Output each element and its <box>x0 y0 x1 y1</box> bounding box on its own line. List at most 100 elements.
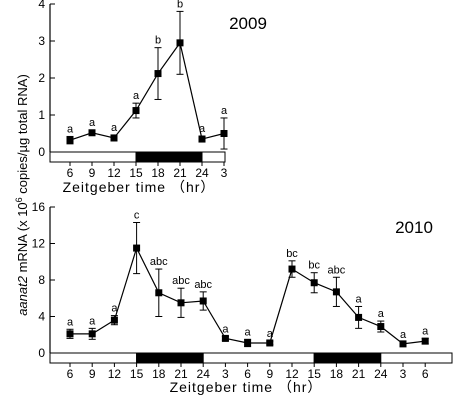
panel-2010-significance-label: a <box>245 326 252 338</box>
panel-2010-data-point <box>177 299 185 307</box>
panel-2009-x-tick-label: 18 <box>151 166 165 180</box>
panel-2010-data-point <box>310 279 318 287</box>
panel-2009-significance-label: b <box>177 0 183 10</box>
y-axis-label-mu: µ <box>15 145 30 153</box>
panel-2010-x-tick-label: 15 <box>130 367 144 381</box>
panel-2009-significance-label: a <box>89 117 96 129</box>
y-axis-label-exponent: 6 <box>14 197 24 202</box>
panel-2010-significance-label: a <box>89 315 96 327</box>
panel-2010-x-tick-label: 18 <box>152 367 166 381</box>
panel-2009-data-point <box>110 134 118 142</box>
panel-2010-data-point <box>66 330 74 338</box>
panel-2010-x-axis-title: Zeitgeber time （hr） <box>170 379 323 395</box>
panel-2010-data-point <box>244 339 252 347</box>
panel-2010-y-tick-label: 16 <box>32 200 46 214</box>
y-axis-label-text: mRNA (x 10 <box>15 202 30 276</box>
panel-2010-x-tick-label: 24 <box>374 367 388 381</box>
panel-2010-light-phase-bar <box>380 352 453 364</box>
y-axis-label-gene: aanat2 <box>15 275 30 316</box>
panel-2010-x-tick-label: 3 <box>222 367 229 381</box>
panel-2010-dark-phase-bar <box>313 352 382 364</box>
panel-2010-label: 2010 <box>395 218 433 237</box>
panel-2010-significance-label: c <box>134 210 140 222</box>
panel-2009-significance-label: a <box>111 122 118 134</box>
panel-2009-data-point <box>154 70 162 78</box>
panel-2010-significance-label: abc <box>194 279 212 291</box>
panel-2009-data-point <box>132 107 140 115</box>
panel-2010-y-tick-label: 12 <box>32 237 46 251</box>
panel-2010-data-point <box>266 339 274 347</box>
panel-2009-x-tick-label: 15 <box>129 166 143 180</box>
panel-2010-x-tick-label: 24 <box>197 367 211 381</box>
panel-2010-data-point <box>221 334 229 342</box>
panel-2010-significance-label: a <box>222 324 229 336</box>
y-axis-label-unit: copies/ <box>15 152 30 197</box>
panel-2010-data-point <box>399 340 407 348</box>
panel-2009-data-point <box>66 136 74 144</box>
panel-2010-x-tick-label: 9 <box>89 367 96 381</box>
panel-2009-x-axis-title: Zeitgeber time （hr） <box>63 179 216 195</box>
panel-2010-data-point <box>377 323 385 331</box>
panel-2010-data-point <box>355 313 363 321</box>
panel-2010-data-point <box>133 244 141 252</box>
panel-2009-x-tick-label: 12 <box>107 166 121 180</box>
panel-2010: 2010 Zeitgeber time （hr） 0 4 8 12 16 6 9 12 15 18… <box>32 200 453 395</box>
panel-2010-significance-label: a <box>111 303 118 315</box>
panel-2010-significance-label: a <box>400 329 407 341</box>
panel-2010-significance-label: abc <box>328 264 346 276</box>
panel-2010-light-phase-bar <box>202 352 315 364</box>
panel-2009-significance-label: a <box>221 105 228 117</box>
panel-2009-x-tick-label: 9 <box>89 166 96 180</box>
panel-2009-series-line <box>69 41 225 141</box>
y-axis-label-tail: g total RNA) <box>15 74 30 145</box>
panel-2010-data-point <box>288 265 296 273</box>
panel-2009-y-tick-label: 4 <box>38 0 45 11</box>
panel-2009-y-tick-label: 2 <box>38 71 45 85</box>
panel-2010-x-tick-label: 21 <box>352 367 366 381</box>
panel-2010-data-point <box>110 316 118 324</box>
panel-2010-x-tick-label: 6 <box>244 367 251 381</box>
panel-2009-x-tick-label: 21 <box>173 166 187 180</box>
panel-2009-data-point <box>176 39 184 47</box>
panel-2010-data-point <box>421 337 429 345</box>
panel-2010-y-tick-label: 4 <box>38 310 45 324</box>
panel-2009-significance-label: b <box>155 35 161 47</box>
panel-2009-x-tick-label: 24 <box>195 166 209 180</box>
panel-2010-x-tick-label: 12 <box>108 367 122 381</box>
panel-2009-light-phase-bar <box>201 151 226 163</box>
panel-2010-significance-label: a <box>67 316 74 328</box>
panel-2009-x-tick-label: 3 <box>221 166 228 180</box>
panel-2009-y-tick-label: 0 <box>38 145 45 159</box>
panel-2009-significance-label: a <box>199 123 206 135</box>
panel-2009-label: 2009 <box>229 14 267 33</box>
panel-2009-y-tick-label: 1 <box>38 108 45 122</box>
panel-2010-significance-label: a <box>267 328 274 340</box>
panel-2009-y-tick-label: 3 <box>38 34 45 48</box>
panel-2010-dark-phase-bar <box>136 352 204 364</box>
panel-2010-data-point <box>88 330 96 338</box>
panel-2010-significance-label: a <box>378 308 385 320</box>
panel-2010-data-point <box>155 289 163 297</box>
panel-2009-x-tick-label: 6 <box>67 166 74 180</box>
panel-2010-significance-label: abc <box>172 275 190 287</box>
panel-2010-x-tick-label: 9 <box>266 367 273 381</box>
panel-2010-x-tick-label: 6 <box>67 367 74 381</box>
panel-2009-significance-label: a <box>67 123 74 135</box>
panel-2010-light-phase-bar <box>49 352 138 364</box>
y-axis-label: aanat2 mRNA (x 106 copies/µg total RNA) <box>14 74 30 316</box>
panel-2010-x-tick-label: 12 <box>285 367 299 381</box>
panel-2010-data-point <box>199 297 207 305</box>
panel-2010-significance-label: a <box>422 325 429 337</box>
panel-2010-x-tick-label: 3 <box>400 367 407 381</box>
panel-2009-dark-phase-bar <box>135 151 203 163</box>
panel-2010-significance-label: bc <box>286 248 298 260</box>
panel-2010-y-tick-label: 0 <box>38 346 45 360</box>
panel-2010-x-tick-label: 6 <box>422 367 429 381</box>
panel-2009-data-point <box>88 129 96 137</box>
panel-2009-data-point <box>220 130 228 137</box>
panel-2010-x-tick-label: 18 <box>330 367 344 381</box>
panel-2010-x-tick-label: 21 <box>174 367 188 381</box>
